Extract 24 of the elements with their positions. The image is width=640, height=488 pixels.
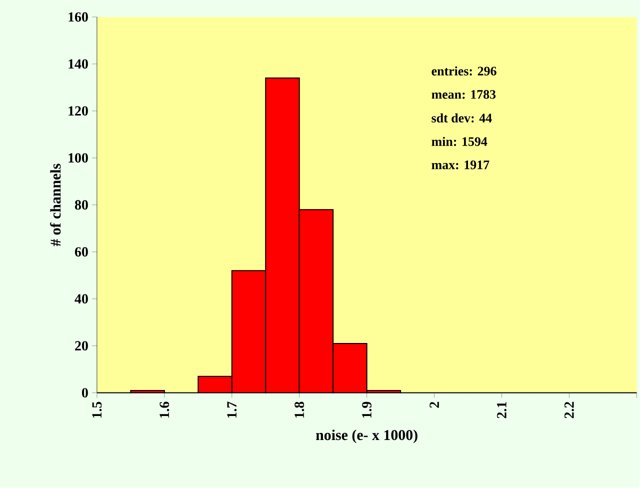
x-tick-label: 1.8 [294, 402, 304, 418]
y-tick-label: 0 [82, 388, 88, 398]
annotation: min: 1594 [432, 136, 488, 146]
x-tick-label: 1.6 [160, 402, 170, 418]
x-tick-label: 1.5 [92, 402, 102, 418]
y-tick-label: 60 [74, 247, 88, 257]
y-tick-label: 40 [74, 294, 88, 304]
x-axis-title: noise (e- x 1000) [316, 430, 418, 444]
x-tick-label: 1.9 [362, 402, 372, 418]
y-tick-label: 80 [74, 200, 88, 210]
annotation: sdt dev: 44 [432, 113, 492, 123]
x-tick-label: 1.7 [227, 402, 237, 418]
x-tick-label: 2.2 [564, 402, 574, 418]
x-tick-label: 2.1 [497, 402, 506, 418]
y-tick-label: 120 [68, 106, 88, 116]
y-tick-label: 160 [68, 12, 88, 22]
y-axis-title: # of channels [50, 164, 61, 246]
y-tick-label: 20 [75, 341, 88, 351]
annotation: entries: 296 [432, 66, 496, 76]
y-tick-label: 140 [68, 59, 88, 69]
y-tick-label: 100 [68, 153, 88, 163]
annotation: max: 1917 [432, 160, 490, 170]
annotation: mean: 1783 [432, 90, 496, 99]
x-tick-label: 2 [430, 402, 439, 408]
